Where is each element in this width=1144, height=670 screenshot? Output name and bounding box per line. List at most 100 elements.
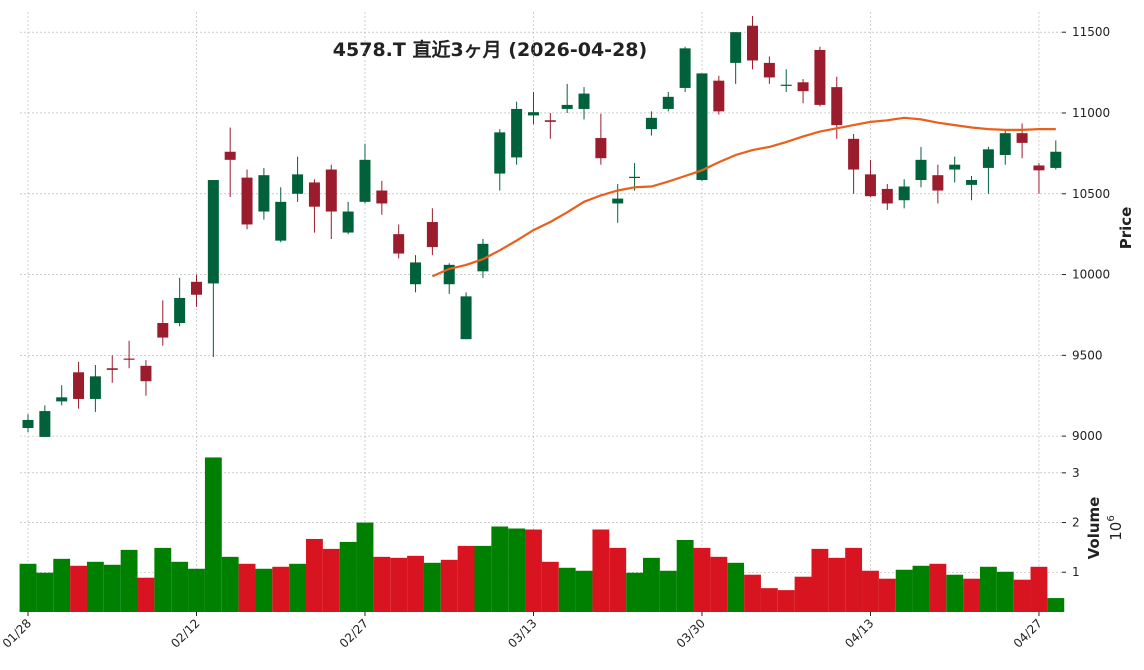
candle-body bbox=[595, 138, 607, 159]
candle-body bbox=[73, 372, 85, 399]
volume-bar bbox=[710, 556, 728, 612]
candle-body bbox=[527, 112, 539, 116]
volume-bar bbox=[845, 547, 863, 612]
volume-bar bbox=[457, 545, 475, 612]
candle-body bbox=[561, 104, 573, 109]
volume-bar bbox=[659, 570, 677, 612]
candle-body bbox=[494, 132, 506, 174]
volume-bar bbox=[19, 563, 37, 612]
candle-body bbox=[410, 262, 422, 285]
candle-body bbox=[629, 176, 641, 178]
volume-bar bbox=[1030, 566, 1048, 612]
candle-body bbox=[376, 190, 388, 204]
volume-bar bbox=[744, 574, 761, 612]
candle-body bbox=[477, 243, 489, 272]
x-tick-label: 04/27 bbox=[1011, 616, 1045, 650]
volume-bar bbox=[676, 539, 694, 612]
y-tick-label: 9000 bbox=[1072, 429, 1103, 443]
volume-bar bbox=[306, 538, 323, 612]
volume-bar bbox=[912, 565, 930, 612]
candle-body bbox=[662, 96, 674, 109]
volume-bar bbox=[120, 549, 138, 612]
volume-bar bbox=[204, 457, 222, 612]
candle-body bbox=[140, 365, 152, 382]
y-axis-label: Price bbox=[1117, 207, 1135, 250]
volume-bar bbox=[777, 590, 795, 612]
volume-bar bbox=[626, 572, 643, 612]
candle-body bbox=[645, 117, 657, 130]
volume-bar bbox=[221, 556, 239, 612]
volume-bar bbox=[255, 568, 273, 612]
candle-body bbox=[157, 323, 169, 338]
candle-body bbox=[544, 120, 556, 122]
candle-body bbox=[881, 188, 893, 204]
candle-body bbox=[460, 296, 472, 340]
candle-body bbox=[325, 169, 337, 212]
candle-body bbox=[89, 376, 101, 399]
x-tick-label: 02/12 bbox=[168, 616, 202, 650]
chart-title: 4578.T 直近3ヶ月 (2026-04-28) bbox=[333, 38, 647, 61]
y-tick-label: 11000 bbox=[1072, 106, 1110, 120]
volume-offset: 106 bbox=[1106, 515, 1125, 540]
volume-bar bbox=[828, 557, 846, 612]
volume-bar bbox=[474, 545, 492, 612]
volume-tick-label: 1 bbox=[1072, 565, 1080, 579]
volume-bar bbox=[558, 567, 576, 612]
x-tick-label: 03/13 bbox=[505, 616, 539, 650]
candle-body bbox=[22, 419, 34, 429]
volume-bar bbox=[1047, 598, 1065, 612]
candle-body bbox=[730, 32, 742, 63]
volume-bar bbox=[423, 562, 441, 612]
candle-body bbox=[511, 108, 523, 158]
candle-body bbox=[679, 48, 691, 88]
candle-body bbox=[1050, 151, 1062, 168]
candle-body bbox=[443, 264, 455, 285]
volume-bar bbox=[356, 522, 374, 612]
candle-body bbox=[999, 133, 1011, 155]
moving-average-line bbox=[431, 116, 1056, 278]
volume-axis-label: Volume bbox=[1085, 497, 1103, 560]
volume-tick-label: 2 bbox=[1072, 516, 1080, 530]
y-tick-label: 11500 bbox=[1072, 25, 1110, 39]
volume-bar bbox=[946, 574, 964, 612]
volume-tick-label: 3 bbox=[1072, 466, 1080, 480]
volume-bar bbox=[373, 556, 391, 612]
candle-body bbox=[207, 180, 219, 284]
volume-bar bbox=[322, 548, 340, 612]
candle-body bbox=[224, 151, 236, 160]
volume-bar bbox=[979, 566, 997, 612]
y-tick-label: 10000 bbox=[1072, 268, 1110, 282]
volume-bar bbox=[272, 566, 290, 612]
volume-bar bbox=[36, 572, 54, 612]
volume-bar bbox=[693, 547, 711, 612]
volume-bar bbox=[929, 563, 947, 612]
y-tick-label: 9500 bbox=[1072, 348, 1103, 362]
candle-body bbox=[982, 149, 994, 168]
volume-bar bbox=[541, 561, 559, 612]
candle-body bbox=[359, 159, 371, 202]
volume-bar bbox=[440, 559, 458, 612]
candle-body bbox=[258, 175, 270, 212]
x-tick-label: 02/27 bbox=[337, 616, 371, 650]
candle-body bbox=[106, 368, 118, 370]
volume-bar bbox=[642, 557, 660, 612]
candle-body bbox=[393, 234, 405, 254]
candle-body bbox=[966, 180, 978, 185]
volume-bar bbox=[339, 541, 357, 612]
candle-body bbox=[1033, 165, 1045, 171]
volume-bar bbox=[811, 548, 829, 612]
volume-bar bbox=[70, 565, 87, 612]
volume-bar bbox=[137, 577, 155, 612]
x-tick-label: 01/28 bbox=[0, 616, 34, 650]
x-tick-label: 04/13 bbox=[842, 616, 876, 650]
candle-body bbox=[174, 297, 186, 324]
candle-body bbox=[241, 177, 253, 225]
candle-body bbox=[578, 93, 590, 109]
y-tick-label: 10500 bbox=[1072, 187, 1110, 201]
volume-bar bbox=[188, 568, 205, 612]
volume-bar bbox=[794, 576, 812, 612]
volume-bar bbox=[862, 570, 879, 612]
candle-body bbox=[949, 164, 961, 170]
candle-body bbox=[123, 358, 135, 360]
